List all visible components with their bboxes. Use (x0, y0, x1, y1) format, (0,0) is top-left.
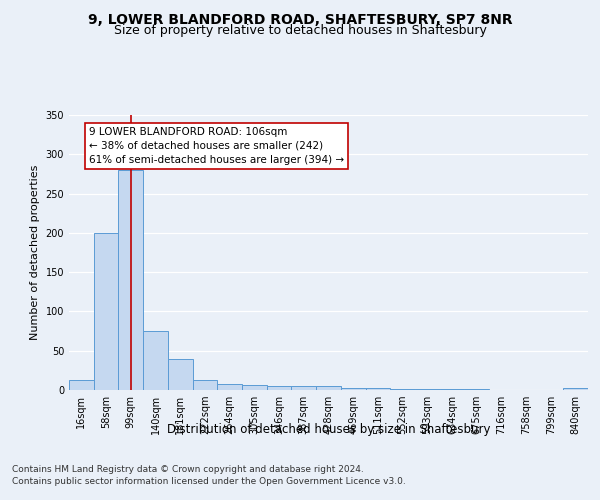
Bar (69, 380, 94, 390)
Bar (193, 380, 217, 390)
Bar (563, 388, 588, 390)
Text: 9 LOWER BLANDFORD ROAD: 106sqm
← 38% of detached houses are smaller (242)
61% of: 9 LOWER BLANDFORD ROAD: 106sqm ← 38% of … (89, 127, 344, 165)
Bar (390, 389, 415, 390)
Text: Size of property relative to detached houses in Shaftesbury: Size of property relative to detached ho… (113, 24, 487, 37)
Bar (267, 386, 292, 390)
Bar (415, 389, 440, 390)
Text: Contains public sector information licensed under the Open Government Licence v3: Contains public sector information licen… (12, 478, 406, 486)
Bar (341, 388, 365, 390)
Bar (118, 170, 143, 390)
Bar (242, 386, 267, 390)
Bar (168, 358, 193, 390)
Bar (440, 389, 464, 390)
Bar (143, 331, 168, 390)
Text: 9, LOWER BLANDFORD ROAD, SHAFTESBURY, SP7 8NR: 9, LOWER BLANDFORD ROAD, SHAFTESBURY, SP… (88, 12, 512, 26)
Bar (316, 386, 341, 390)
Bar (217, 384, 242, 390)
Bar (94, 233, 118, 390)
Bar (464, 389, 489, 390)
Bar (292, 386, 316, 390)
Text: Distribution of detached houses by size in Shaftesbury: Distribution of detached houses by size … (167, 422, 491, 436)
Bar (365, 388, 390, 390)
Text: Contains HM Land Registry data © Crown copyright and database right 2024.: Contains HM Land Registry data © Crown c… (12, 465, 364, 474)
Y-axis label: Number of detached properties: Number of detached properties (30, 165, 40, 340)
